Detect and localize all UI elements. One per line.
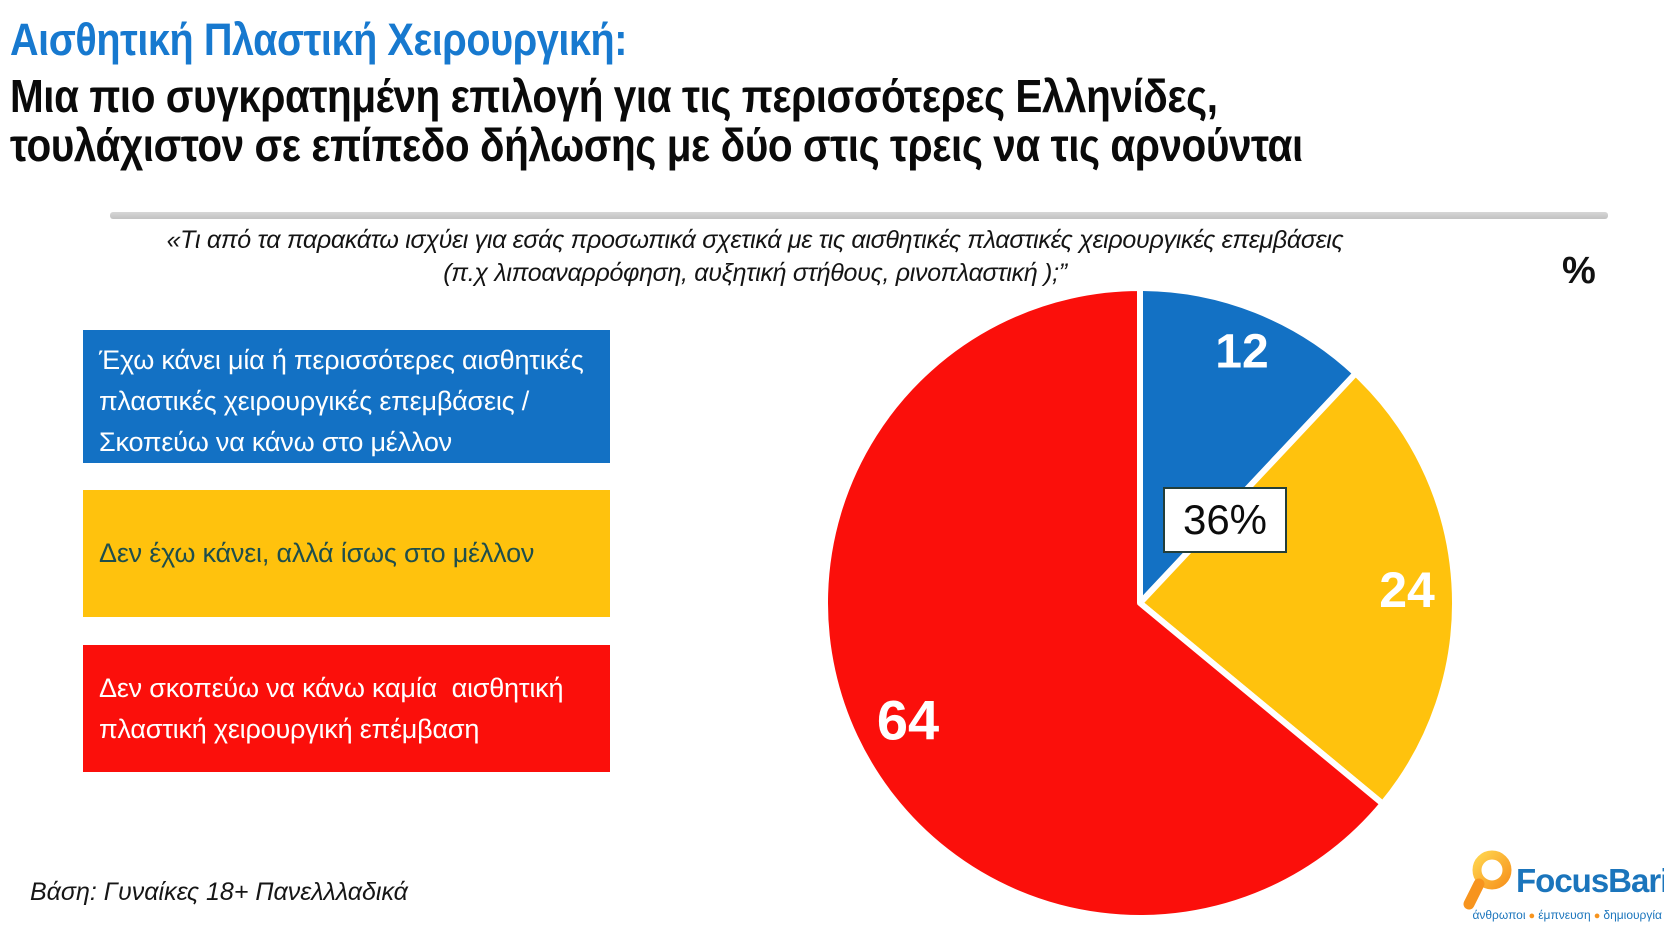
legend-label: Έχω κάνει μία ή περισσότερες αισθητικές … (99, 345, 591, 457)
survey-question: «Τι από τα παρακάτω ισχύει για εσάς προσ… (95, 224, 1415, 290)
tagline-word: έμπνευση (1538, 908, 1591, 922)
legend-label: Δεν έχω κάνει, αλλά ίσως στο μέλλον (99, 538, 535, 568)
page-title-line2: Μια πιο συγκρατημένη επιλογή για τις περ… (10, 70, 1218, 122)
logo-row: FocusBari (1462, 848, 1664, 914)
focusbari-logo: FocusBari άνθρωποι ● έμπνευση ● δημιουργία (1462, 848, 1664, 922)
pie-chart-svg (822, 285, 1458, 921)
title-block: Αισθητική Πλαστική Χειρουργική: Μια πιο … (10, 14, 1479, 170)
center-callout-box: 36% (1163, 487, 1287, 553)
pie-value-label-yellow: 24 (1379, 562, 1435, 618)
tagline-word: δημιουργία (1603, 908, 1662, 922)
page-title-line3: τουλάχιστον σε επίπεδο δήλωσης με δύο στ… (10, 119, 1303, 171)
logo-tagline: άνθρωποι ● έμπνευση ● δημιουργία (1462, 908, 1662, 922)
percent-unit-label: % (1562, 250, 1596, 292)
legend-item-maybe-future: Δεν έχω κάνει, αλλά ίσως στο μέλλον (83, 490, 610, 617)
pie-value-label-blue: 12 (1215, 325, 1269, 379)
survey-question-line1: «Τι από τα παρακάτω ισχύει για εσάς προσ… (166, 226, 1344, 254)
logo-wordmark: FocusBari (1516, 862, 1664, 899)
magnifier-icon (1463, 850, 1512, 910)
legend-item-never: Δεν σκοπεύω να κάνω καμία αισθητική πλασ… (83, 645, 610, 772)
bullet-icon: ● (1593, 910, 1601, 922)
base-source-note: Βάση: Γυναίκες 18+ Πανελλλαδικά (30, 878, 408, 906)
tagline-word: άνθρωποι (1472, 908, 1526, 922)
pie-slice (822, 285, 1386, 921)
survey-question-line2: (π.χ λιποαναρρόφηση, αυξητική στήθους, ρ… (443, 259, 1067, 287)
pie-value-label-red: 64 (876, 688, 940, 752)
bullet-icon: ● (1528, 910, 1536, 922)
legend-label: Δεν σκοπεύω να κάνω καμία αισθητική πλασ… (99, 672, 571, 744)
page-title-accent: Αισθητική Πλαστική Χειρουργική: (10, 14, 628, 65)
divider-bar (110, 212, 1608, 219)
pie-slice (1137, 370, 1458, 807)
legend-item-done-or-intend: Έχω κάνει μία ή περισσότερες αισθητικές … (83, 330, 610, 463)
